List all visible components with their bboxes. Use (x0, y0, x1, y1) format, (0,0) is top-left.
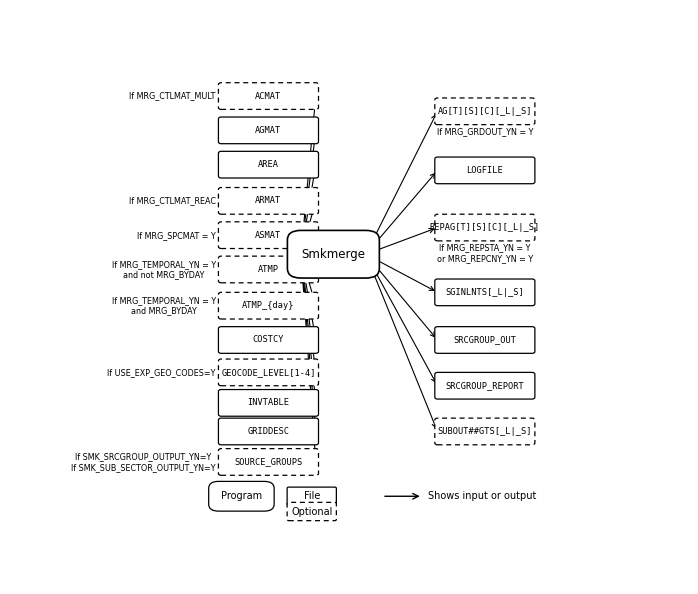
Text: If MRG_SPCMAT = Y: If MRG_SPCMAT = Y (137, 230, 216, 239)
FancyBboxPatch shape (435, 372, 535, 399)
Text: REPAG[T][S][C][_L|_S]: REPAG[T][S][C][_L|_S] (430, 223, 540, 232)
FancyBboxPatch shape (218, 83, 318, 109)
FancyBboxPatch shape (435, 98, 535, 125)
Text: SOURCE_GROUPS: SOURCE_GROUPS (235, 457, 303, 466)
FancyBboxPatch shape (287, 503, 336, 521)
FancyBboxPatch shape (218, 327, 318, 353)
Text: Shows input or output: Shows input or output (428, 491, 537, 501)
FancyBboxPatch shape (435, 157, 535, 184)
Text: File: File (304, 491, 320, 501)
Text: SUBOUT##GTS[_L|_S]: SUBOUT##GTS[_L|_S] (438, 427, 532, 436)
Text: AG[T][S][C][_L|_S]: AG[T][S][C][_L|_S] (438, 107, 532, 116)
FancyBboxPatch shape (287, 487, 336, 505)
FancyBboxPatch shape (218, 359, 318, 386)
Text: If MRG_CTLMAT_REAC: If MRG_CTLMAT_REAC (128, 197, 216, 206)
Text: If SMK_SRCGROUP_OUTPUT_YN=Y
If SMK_SUB_SECTOR_OUTPUT_YN=Y: If SMK_SRCGROUP_OUTPUT_YN=Y If SMK_SUB_S… (71, 452, 216, 472)
Text: If MRG_GRDOUT_YN = Y: If MRG_GRDOUT_YN = Y (437, 127, 533, 136)
FancyBboxPatch shape (435, 418, 535, 445)
FancyBboxPatch shape (435, 214, 535, 241)
Text: COSTCY: COSTCY (253, 336, 284, 345)
Text: Optional: Optional (291, 507, 332, 517)
Text: If MRG_TEMPORAL_YN = Y
and not MRG_BYDAY: If MRG_TEMPORAL_YN = Y and not MRG_BYDAY (112, 260, 216, 279)
FancyBboxPatch shape (218, 418, 318, 445)
Text: ACMAT: ACMAT (255, 91, 281, 100)
FancyBboxPatch shape (218, 448, 318, 475)
Text: If USE_EXP_GEO_CODES=Y: If USE_EXP_GEO_CODES=Y (107, 368, 216, 377)
Text: Program: Program (221, 491, 262, 501)
Text: AREA: AREA (258, 160, 279, 169)
FancyBboxPatch shape (218, 151, 318, 178)
Text: GRIDDESC: GRIDDESC (248, 427, 290, 436)
Text: SRCGROUP_REPORT: SRCGROUP_REPORT (445, 381, 524, 390)
FancyBboxPatch shape (435, 279, 535, 306)
Text: If MRG_CTLMAT_MULT: If MRG_CTLMAT_MULT (129, 91, 216, 100)
Text: If MRG_REPSTA_YN = Y
or MRG_REPCNY_YN = Y: If MRG_REPSTA_YN = Y or MRG_REPCNY_YN = … (437, 244, 533, 263)
FancyBboxPatch shape (218, 292, 318, 319)
Text: ARMAT: ARMAT (255, 197, 281, 206)
FancyBboxPatch shape (218, 188, 318, 214)
FancyBboxPatch shape (218, 117, 318, 144)
FancyBboxPatch shape (218, 222, 318, 248)
Text: ATMP_{day}: ATMP_{day} (242, 301, 295, 310)
Text: AGMAT: AGMAT (255, 126, 281, 135)
Text: If MRG_TEMPORAL_YN = Y
and MRG_BYDAY: If MRG_TEMPORAL_YN = Y and MRG_BYDAY (112, 296, 216, 315)
FancyBboxPatch shape (435, 327, 535, 353)
Text: LOGFILE: LOGFILE (466, 166, 503, 175)
Text: ATMP: ATMP (258, 265, 279, 274)
FancyBboxPatch shape (218, 256, 318, 283)
Text: GEOCODE_LEVEL[1-4]: GEOCODE_LEVEL[1-4] (221, 368, 315, 377)
Text: INVTABLE: INVTABLE (248, 399, 290, 407)
Text: SGINLNTS[_L|_S]: SGINLNTS[_L|_S] (445, 288, 524, 297)
FancyBboxPatch shape (288, 230, 380, 278)
FancyBboxPatch shape (218, 390, 318, 416)
FancyBboxPatch shape (209, 481, 274, 511)
Text: ASMAT: ASMAT (255, 230, 281, 239)
Text: Smkmerge: Smkmerge (302, 248, 365, 261)
Text: SRCGROUP_OUT: SRCGROUP_OUT (453, 336, 517, 345)
